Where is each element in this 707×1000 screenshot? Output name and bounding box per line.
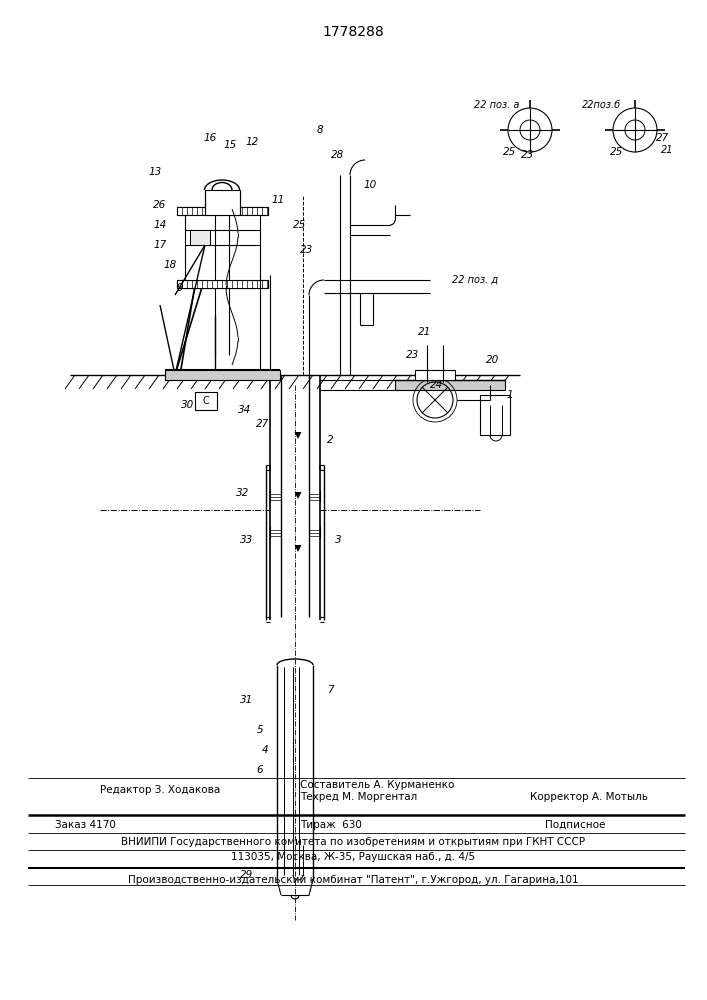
Text: 1778288: 1778288: [322, 25, 384, 39]
Bar: [177, 280, 268, 288]
Text: 5: 5: [257, 725, 263, 735]
Text: 15: 15: [223, 140, 237, 150]
Text: 32: 32: [236, 488, 250, 498]
Polygon shape: [295, 432, 301, 439]
Polygon shape: [295, 492, 301, 499]
Text: 10: 10: [363, 180, 377, 190]
Text: 1: 1: [507, 390, 513, 400]
Bar: [205, 190, 240, 215]
Bar: [480, 395, 510, 435]
Text: 26: 26: [153, 200, 167, 210]
Text: 33: 33: [240, 535, 254, 545]
Bar: [415, 370, 455, 380]
Bar: [190, 230, 210, 245]
Text: 16: 16: [204, 133, 216, 143]
Text: 9: 9: [177, 283, 183, 293]
Text: 25: 25: [610, 147, 624, 157]
Text: 29: 29: [240, 870, 254, 880]
Text: ВНИИПИ Государственного комитета по изобретениям и открытиям при ГКНТ СССР: ВНИИПИ Государственного комитета по изоб…: [121, 837, 585, 847]
Text: 23: 23: [521, 150, 534, 160]
Text: 3: 3: [334, 535, 341, 545]
Text: 4: 4: [262, 745, 269, 755]
Text: 24: 24: [431, 380, 443, 390]
Bar: [395, 380, 505, 390]
Bar: [177, 280, 268, 288]
Text: 27: 27: [656, 133, 670, 143]
Bar: [195, 392, 217, 410]
Polygon shape: [295, 545, 301, 552]
Text: Тираж  630: Тираж 630: [300, 820, 362, 830]
Text: Редактор З. Ходакова: Редактор З. Ходакова: [100, 785, 221, 795]
Text: 2: 2: [327, 435, 333, 445]
Text: Корректор А. Мотыль: Корректор А. Мотыль: [530, 792, 648, 802]
Text: 20: 20: [486, 355, 500, 365]
Bar: [165, 370, 280, 380]
Text: 14: 14: [153, 220, 167, 230]
Text: 27: 27: [257, 419, 269, 429]
Text: 22 поз. а: 22 поз. а: [474, 100, 520, 110]
Text: 22поз.б: 22поз.б: [583, 100, 621, 110]
Text: Заказ 4170: Заказ 4170: [55, 820, 116, 830]
Text: 21: 21: [661, 145, 673, 155]
Text: 28: 28: [332, 150, 344, 160]
Bar: [177, 207, 268, 215]
Text: 23: 23: [300, 245, 314, 255]
Text: 8: 8: [317, 125, 323, 135]
Text: С: С: [203, 396, 209, 406]
Text: Техред М. Моргентал: Техред М. Моргентал: [300, 792, 417, 802]
Bar: [190, 230, 210, 245]
Text: 23: 23: [407, 350, 420, 360]
Text: 25: 25: [503, 147, 517, 157]
Text: 30: 30: [182, 400, 194, 410]
Text: 34: 34: [238, 405, 252, 415]
Text: 11: 11: [271, 195, 285, 205]
Text: 17: 17: [153, 240, 167, 250]
Text: 18: 18: [163, 260, 177, 270]
Text: Производственно-издательский комбинат "Патент", г.Ужгород, ул. Гагарина,101: Производственно-издательский комбинат "П…: [128, 875, 578, 885]
Text: 21: 21: [419, 327, 432, 337]
Text: 12: 12: [245, 137, 259, 147]
Text: Подписное: Подписное: [545, 820, 605, 830]
Bar: [185, 215, 260, 280]
Text: 31: 31: [240, 695, 254, 705]
Text: 13: 13: [148, 167, 162, 177]
Text: 7: 7: [327, 685, 333, 695]
Text: 6: 6: [257, 765, 263, 775]
Text: 113035, Москва, Ж-35, Раушская наб., д. 4/5: 113035, Москва, Ж-35, Раушская наб., д. …: [231, 852, 475, 862]
Text: 25: 25: [293, 220, 307, 230]
Bar: [177, 207, 268, 215]
Text: Составитель А. Курманенко: Составитель А. Курманенко: [300, 780, 455, 790]
Text: 22 поз. д: 22 поз. д: [452, 275, 498, 285]
